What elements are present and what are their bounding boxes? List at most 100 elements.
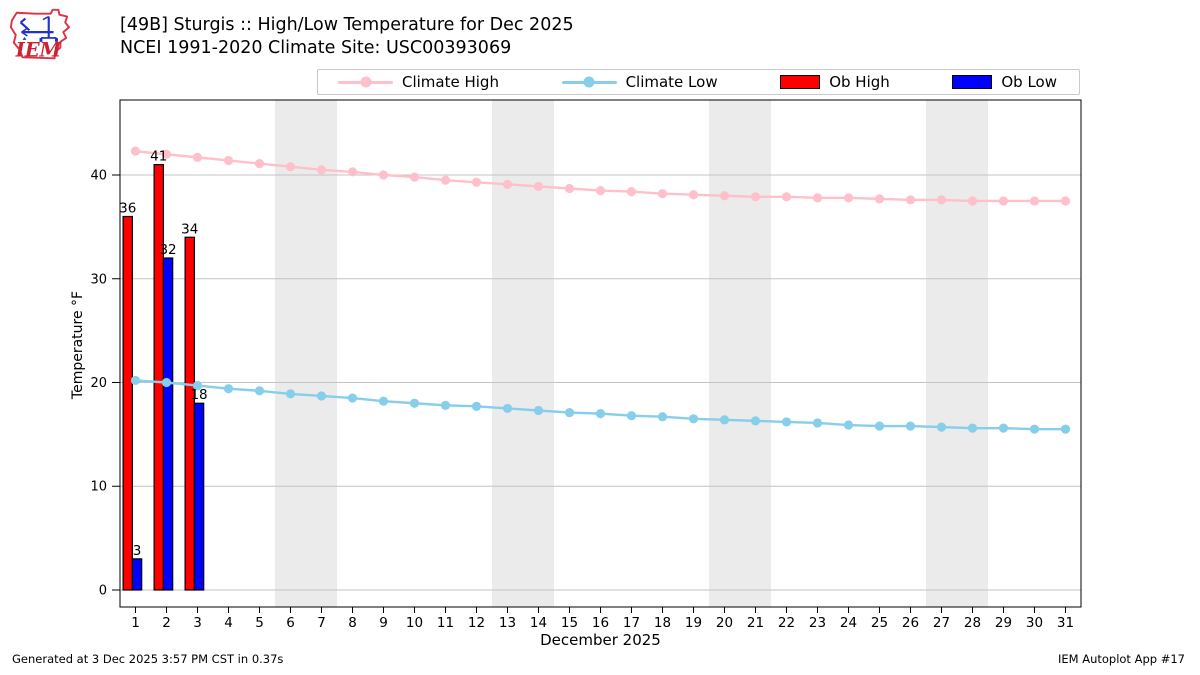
data-point-marker (936, 422, 947, 432)
data-point-marker (874, 194, 885, 204)
ob-high-bar (184, 236, 196, 591)
data-point-marker (471, 401, 482, 411)
x-tick-label: 6 (286, 615, 295, 631)
bar-value-label: 41 (150, 149, 167, 165)
x-tick-label: 17 (623, 615, 640, 631)
data-point-marker (564, 183, 575, 194)
y-axis-label: Temperature °F (70, 290, 86, 400)
data-point-marker (130, 146, 141, 156)
ob-high-swatch-icon (780, 75, 821, 89)
data-point-marker (905, 195, 916, 205)
data-point-marker (688, 414, 699, 424)
data-point-marker (347, 167, 358, 177)
iowa-outline-icon (9, 8, 71, 60)
ob-low-bar (193, 402, 205, 591)
data-point-marker (750, 192, 761, 202)
data-point-marker (626, 187, 637, 197)
iem-logo-text: IEM (15, 38, 62, 61)
y-tick-label: 10 (90, 480, 107, 495)
x-tick-label: 31 (1057, 615, 1074, 631)
x-tick-label: 15 (561, 615, 578, 631)
data-point-marker (378, 396, 389, 406)
y-tick-label: 40 (90, 169, 107, 184)
weekend-band (492, 100, 554, 607)
data-point-marker (533, 181, 544, 192)
x-tick-label: 30 (1026, 615, 1043, 631)
x-tick-label: 20 (716, 615, 733, 631)
data-point-marker (316, 391, 327, 401)
x-tick-label: 25 (871, 615, 888, 631)
legend-label: Ob High (829, 73, 890, 91)
data-point-marker (161, 149, 172, 159)
x-tick-label: 8 (348, 615, 357, 631)
data-point-marker (130, 375, 141, 386)
data-point-marker (254, 386, 265, 396)
data-point-marker (440, 400, 451, 410)
data-point-marker (409, 398, 420, 408)
data-point-marker (781, 417, 792, 427)
x-tick-label: 19 (685, 615, 702, 631)
legend-item-ob-high: Ob High (780, 73, 890, 91)
data-point-marker (936, 195, 947, 205)
x-tick-label: 21 (747, 615, 764, 631)
y-tick-label: 20 (90, 376, 107, 391)
data-point-marker (812, 418, 823, 428)
chart-title-block: [49B] Sturgis :: High/Low Temperature fo… (120, 14, 574, 60)
x-tick-label: 26 (902, 615, 919, 631)
data-point-marker (223, 155, 234, 166)
data-point-marker (719, 415, 730, 425)
climate-low-line-marker-icon (561, 76, 617, 88)
x-tick-label: 2 (162, 615, 171, 631)
data-point-marker (1029, 196, 1040, 206)
data-point-marker (161, 377, 172, 388)
data-point-marker (750, 416, 761, 426)
data-point-marker (781, 192, 792, 202)
data-point-marker (440, 175, 451, 185)
legend-label: Climate High (402, 73, 499, 91)
data-point-marker (719, 191, 730, 201)
data-point-marker (1029, 424, 1040, 434)
data-point-marker (502, 403, 513, 414)
data-point-marker (843, 420, 854, 430)
data-point-marker (564, 407, 575, 418)
bar-value-label: 32 (159, 242, 176, 258)
data-point-marker (874, 421, 885, 431)
data-point-marker (192, 381, 203, 391)
data-point-marker (409, 172, 420, 182)
x-tick-label: 28 (964, 615, 981, 631)
data-point-marker (471, 177, 482, 187)
weathervane-icon (19, 15, 58, 42)
x-tick-label: 14 (530, 615, 547, 631)
x-tick-label: 13 (499, 615, 516, 631)
x-tick-label: 27 (933, 615, 950, 631)
x-tick-label: 18 (654, 615, 671, 631)
y-tick-label: 30 (90, 272, 107, 287)
x-tick-label: 23 (809, 615, 826, 631)
x-tick-label: 1 (131, 615, 140, 631)
x-tick-label: 24 (840, 615, 857, 631)
legend-label: Ob Low (1001, 73, 1057, 91)
weekend-band (926, 100, 988, 607)
data-point-marker (843, 193, 854, 203)
x-tick-label: 4 (224, 615, 233, 631)
ob-low-swatch-icon (952, 75, 993, 89)
x-tick-label: 11 (437, 615, 454, 631)
ob-high-bar (122, 215, 133, 591)
x-axis-label: December 2025 (540, 631, 661, 649)
data-point-marker (657, 412, 668, 422)
x-tick-label: 22 (778, 615, 795, 631)
data-point-marker (905, 421, 916, 431)
y-tick-label: 0 (99, 583, 107, 598)
weekend-band (275, 100, 337, 607)
data-point-marker (967, 423, 978, 433)
legend: Climate High Climate Low Ob High Ob Low (317, 69, 1080, 95)
chart-title: [49B] Sturgis :: High/Low Temperature fo… (120, 15, 574, 35)
data-point-marker (1060, 424, 1071, 434)
weekend-band (709, 100, 771, 607)
data-point-marker (998, 196, 1009, 206)
data-point-marker (502, 179, 513, 189)
data-point-marker (967, 196, 978, 206)
data-point-marker (347, 393, 358, 403)
x-tick-label: 5 (255, 615, 264, 631)
